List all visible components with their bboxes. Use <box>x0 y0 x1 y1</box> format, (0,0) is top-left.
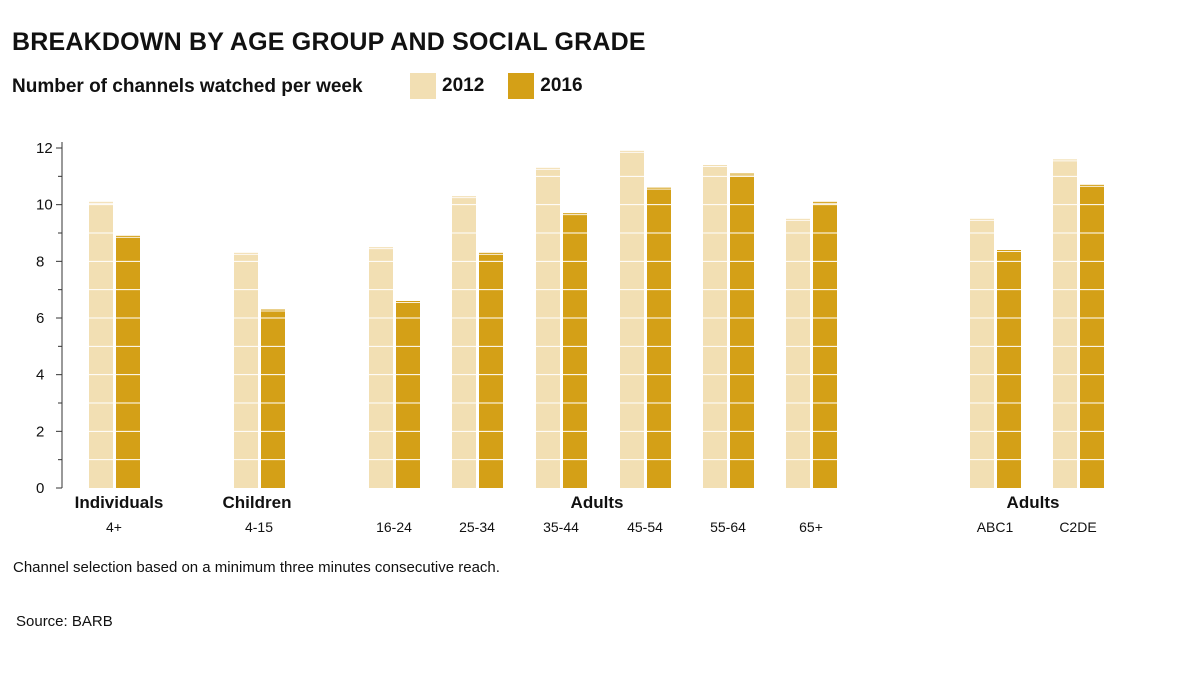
chart-subtitle: Number of channels watched per week <box>12 76 363 97</box>
x-category-label: ABC1 <box>977 519 1014 535</box>
x-group-label: Adults <box>1007 493 1060 512</box>
y-tick-label: 10 <box>36 197 53 214</box>
bar-2012-4-15 <box>234 252 258 488</box>
x-group-label: Children <box>223 493 292 512</box>
x-category-label: 16-24 <box>376 519 412 535</box>
x-category-label: 45-54 <box>627 519 663 535</box>
bar-2016-55-64 <box>730 173 754 488</box>
x-category-label: 4-15 <box>245 519 273 535</box>
x-category-label: C2DE <box>1059 519 1096 535</box>
bar-2012-4+ <box>89 201 113 489</box>
legend-label-2012: 2012 <box>442 75 485 96</box>
bar-2012-35-44 <box>536 167 560 489</box>
bar-2016-65+ <box>813 201 837 489</box>
y-tick-label: 2 <box>36 423 44 440</box>
y-tick-label: 12 <box>36 140 53 157</box>
footnote: Channel selection based on a minimum thr… <box>13 559 500 576</box>
bar-2012-25-34 <box>452 196 476 488</box>
legend-label-2016: 2016 <box>540 75 583 96</box>
x-category-label: 35-44 <box>543 519 579 535</box>
source-note: Source: BARB <box>16 613 113 630</box>
bar-2016-4-15 <box>261 309 285 488</box>
bar-2016-25-34 <box>479 252 503 488</box>
legend-swatch-2016 <box>508 73 535 99</box>
bar-2012-65+ <box>786 218 810 489</box>
x-group-label: Adults <box>571 493 624 512</box>
bar-2012-55-64 <box>703 165 727 488</box>
bar-chart: 0 2 4 6 8 10 12 4+ 4-15 16-24 25-34 35-44 45-54 55-64… <box>36 140 1104 535</box>
y-tick-label: 0 <box>36 480 44 497</box>
legend: 2012 2016 <box>410 73 583 99</box>
legend-swatch-2012 <box>410 73 436 99</box>
bar-2016-C2DE <box>1080 184 1104 489</box>
x-category-label: 55-64 <box>710 519 746 535</box>
legend-item-2016: 2016 <box>508 73 583 99</box>
bar-2012-45-54 <box>620 150 644 489</box>
chart-title: BREAKDOWN BY AGE GROUP AND SOCIAL GRADE <box>12 28 646 56</box>
bar-2016-35-44 <box>563 213 587 488</box>
y-tick-label: 4 <box>36 367 44 384</box>
x-category-label: 65+ <box>799 519 823 535</box>
y-tick-label: 6 <box>36 310 44 327</box>
bar-2012-16-24 <box>369 247 393 488</box>
bar-2016-4+ <box>116 235 140 488</box>
x-category-label: 25-34 <box>459 519 495 535</box>
legend-item-2012: 2012 <box>410 73 484 99</box>
bar-2012-C2DE <box>1053 159 1077 489</box>
x-group-label: Individuals <box>75 493 164 512</box>
bar-2016-16-24 <box>396 301 420 488</box>
bar-2016-ABC1 <box>997 250 1021 488</box>
x-category-label: 4+ <box>106 519 122 535</box>
bar-2012-ABC1 <box>970 218 994 489</box>
y-tick-label: 8 <box>36 253 44 270</box>
bar-2016-45-54 <box>647 187 671 488</box>
